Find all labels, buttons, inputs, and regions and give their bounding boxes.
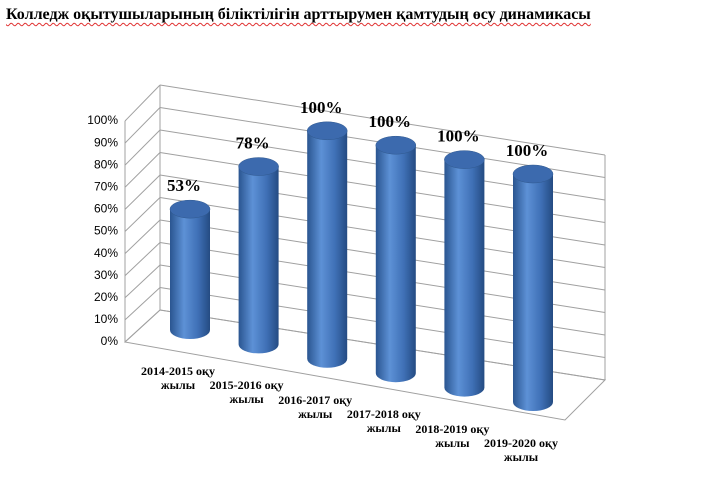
x-tick-label: 2015-2016 оқу жылы xyxy=(209,378,284,407)
y-tick-label: 20% xyxy=(94,290,118,304)
bar-top xyxy=(512,164,554,184)
y-tick-label: 10% xyxy=(94,312,118,326)
value-label: 100% xyxy=(369,112,412,131)
bar xyxy=(444,150,485,397)
x-tick-label: 2017-2018 оқу жылы xyxy=(346,407,421,436)
grid-line xyxy=(124,287,161,321)
y-tick-label: 30% xyxy=(94,268,118,282)
value-label: 100% xyxy=(437,127,480,146)
y-tick-label: 80% xyxy=(94,157,118,171)
grid-line xyxy=(124,309,161,343)
grid-line xyxy=(124,107,161,144)
chart-title: Колледж оқытушыларының біліктілігін артт… xyxy=(6,6,591,23)
grid-line xyxy=(124,264,161,299)
grid-line xyxy=(124,174,161,210)
grid-line xyxy=(124,84,161,122)
bar-top xyxy=(306,121,348,141)
bar-top xyxy=(238,157,279,176)
grid-line xyxy=(124,219,161,254)
y-tick-label: 60% xyxy=(94,202,118,216)
bar-top xyxy=(375,135,417,155)
bar-body xyxy=(375,145,416,383)
bar xyxy=(238,157,279,354)
grid-line xyxy=(124,197,161,232)
bar xyxy=(306,121,348,368)
grid-line xyxy=(159,84,606,156)
y-tick-label: 0% xyxy=(101,334,119,348)
x-tick-label: 2018-2019 оқу жылы xyxy=(415,421,490,450)
bar xyxy=(169,199,211,339)
bar-body xyxy=(307,130,348,368)
bar-top xyxy=(444,150,485,169)
bar-body xyxy=(170,209,210,339)
bar-top xyxy=(169,199,211,219)
grid-line xyxy=(124,242,161,277)
value-label: 78% xyxy=(236,134,270,153)
bar xyxy=(375,135,417,383)
bar-body xyxy=(444,159,485,397)
y-tick-label: 90% xyxy=(94,135,118,149)
value-label: 100% xyxy=(300,98,343,117)
x-tick-label: 2019-2020 оқу жылы xyxy=(484,436,558,464)
bar-body xyxy=(513,174,553,411)
y-tick-label: 40% xyxy=(94,246,118,260)
x-tick-label: 2016-2017 оқу жылы xyxy=(278,392,353,421)
bar-body xyxy=(238,166,279,354)
grid-line xyxy=(124,129,161,166)
y-tick-label: 100% xyxy=(87,113,118,127)
value-label: 100% xyxy=(506,141,549,160)
y-tick-label: 50% xyxy=(94,224,118,238)
grid-line xyxy=(124,152,161,188)
y-tick-label: 70% xyxy=(94,179,118,193)
x-tick-label: 2014-2015 оқу жылы xyxy=(141,364,215,392)
bar xyxy=(512,164,554,411)
value-label: 53% xyxy=(167,176,201,195)
